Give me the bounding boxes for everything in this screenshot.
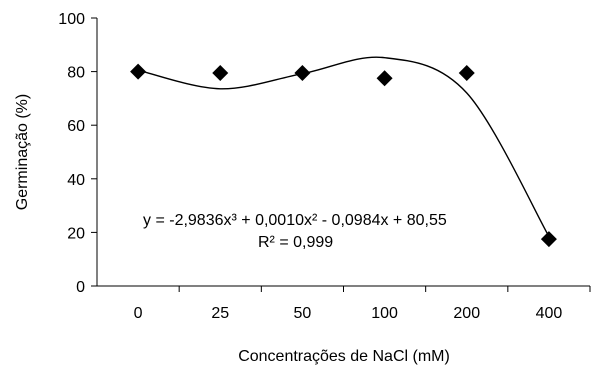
data-point <box>130 63 147 80</box>
x-tick-label: 100 <box>371 305 398 322</box>
x-tick-label: 0 <box>134 305 143 322</box>
x-tick-label: 200 <box>453 305 480 322</box>
y-tick-label: 40 <box>67 172 85 189</box>
y-tick-label: 100 <box>58 11 85 28</box>
data-point <box>294 64 311 81</box>
data-point <box>458 64 475 81</box>
y-tick-label: 80 <box>67 65 85 82</box>
data-points <box>130 63 557 248</box>
y-tick-label: 60 <box>67 118 85 135</box>
data-point <box>376 70 393 87</box>
y-ticks: 0 20 40 60 80 100 <box>58 11 97 296</box>
x-tick-label: 50 <box>294 305 312 322</box>
trendline <box>137 56 550 237</box>
y-tick-label: 20 <box>67 225 85 242</box>
x-tick-label: 25 <box>211 305 229 322</box>
r-squared: R² = 0,999 <box>258 234 333 251</box>
data-point <box>540 231 557 248</box>
y-axis-label: Germinação (%) <box>14 94 31 210</box>
x-axis-label: Concentrações de NaCl (mM) <box>238 348 450 365</box>
y-axis: 0 20 40 60 80 100 <box>58 11 98 296</box>
x-tick-label: 400 <box>536 305 563 322</box>
y-tick-label: 0 <box>76 279 85 296</box>
x-axis: 0 25 50 100 200 400 <box>97 285 591 322</box>
trendline-equation: y = -2,9836x³ + 0,0010x² - 0,0984x + 80,… <box>143 212 447 229</box>
x-ticks: 0 25 50 100 200 400 <box>134 286 591 322</box>
data-point <box>212 64 229 81</box>
